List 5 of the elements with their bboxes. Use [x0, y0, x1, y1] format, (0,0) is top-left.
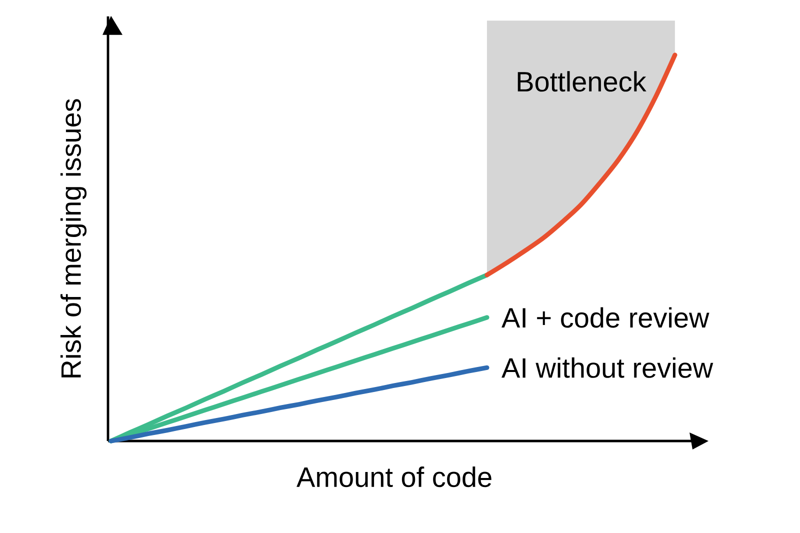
- series-label: AI + code review: [502, 307, 710, 328]
- series-label: AI without review: [502, 357, 714, 378]
- y-axis-title: Risk of merging issues: [60, 99, 87, 378]
- annotation: Bottleneck: [518, 71, 646, 92]
- x-axis-title: Amount of code: [296, 466, 492, 488]
